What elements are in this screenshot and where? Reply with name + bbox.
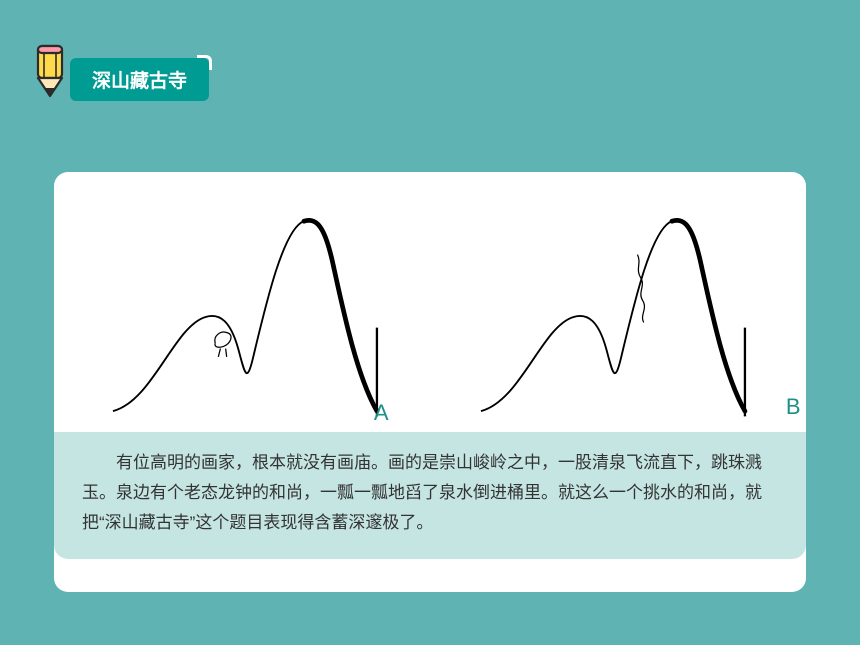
chart-b: B — [442, 192, 787, 432]
mountain-curve-a — [74, 192, 419, 432]
chart-area: A B — [54, 172, 806, 432]
description-text: 有位高明的画家，根本就没有画庙。画的是崇山峻岭之中，一股清泉飞流直下，跳珠溅玉。… — [82, 448, 778, 537]
chart-label-a: A — [374, 400, 389, 426]
section-title: 深山藏古寺 — [70, 58, 209, 101]
chart-label-b: B — [786, 394, 801, 420]
description-box: 有位高明的画家，根本就没有画庙。画的是崇山峻岭之中，一股清泉飞流直下，跳珠溅玉。… — [54, 432, 806, 559]
pencil-icon — [28, 42, 74, 100]
title-text: 深山藏古寺 — [92, 71, 187, 92]
content-card: A B 有位高明的画家，根本就没有画庙。画的是崇山峻岭之中，一股清泉飞流直下，跳… — [54, 172, 806, 592]
mountain-curve-b — [442, 192, 787, 432]
chart-a: A — [74, 192, 419, 432]
header: 深山藏古寺 — [28, 58, 209, 101]
